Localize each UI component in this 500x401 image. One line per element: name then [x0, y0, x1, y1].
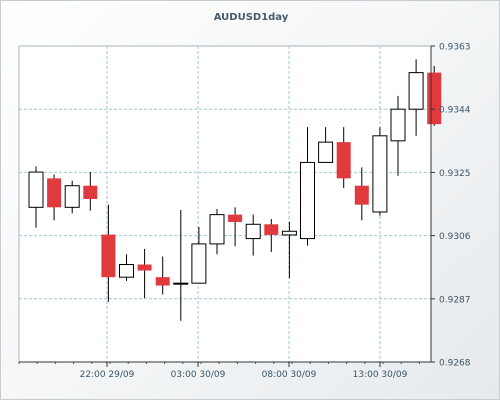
- candle: [101, 204, 116, 302]
- candle: [191, 226, 207, 284]
- candle-body-up: [28, 171, 44, 208]
- chart-title: AUDUSD1day: [213, 12, 289, 23]
- candle-body-down: [264, 224, 279, 235]
- candle: [83, 172, 98, 211]
- y-tick-label: 0.9306: [439, 232, 471, 242]
- candle: [137, 248, 152, 299]
- candle: [354, 167, 369, 221]
- plot-area: [18, 45, 432, 363]
- y-tick-label: 0.9363: [439, 43, 471, 53]
- candle: [119, 254, 134, 281]
- candle-body-up: [372, 135, 388, 213]
- y-axis: 0.9363 0.9344 0.9325 0.9306 0.9287 0.9268: [430, 43, 471, 369]
- candle-body-down: [137, 264, 152, 271]
- candle: [318, 127, 334, 163]
- candle-body-down: [101, 234, 116, 278]
- candle: [300, 127, 315, 246]
- x-tick-label: 08:00 30/09: [262, 370, 317, 380]
- candle: [264, 218, 279, 252]
- x-tick-label: 13:00 30/09: [353, 370, 408, 380]
- candle-body-down: [83, 185, 98, 200]
- candle-body-down: [228, 214, 243, 222]
- candle-body-up: [390, 108, 406, 142]
- candle-body-up: [119, 264, 134, 278]
- x-tick-label: 22:00 29/09: [80, 370, 135, 380]
- candle-body-down: [155, 277, 170, 286]
- candle-body-down: [354, 185, 369, 205]
- candle-body-up: [245, 223, 261, 240]
- candle: [336, 127, 351, 189]
- candle: [47, 174, 62, 221]
- candle-body-down: [336, 142, 351, 179]
- candle: [155, 256, 170, 295]
- candle: [427, 65, 442, 126]
- y-tick-label: 0.9287: [439, 295, 471, 305]
- y-tick-label: 0.9325: [439, 169, 471, 179]
- candle: [372, 127, 388, 216]
- candle: [64, 180, 80, 214]
- candle: [228, 207, 243, 247]
- candle-body-up: [300, 161, 315, 240]
- candle: [245, 214, 261, 256]
- y-tick-label: 0.9268: [439, 359, 471, 369]
- candle-body-up: [191, 243, 207, 284]
- candle-body-down: [427, 72, 442, 125]
- candle: [209, 208, 225, 255]
- candle: [281, 221, 297, 279]
- candle: [390, 95, 406, 176]
- candle: [408, 59, 424, 136]
- candle-body-up: [173, 282, 189, 285]
- candle-body-up: [209, 214, 225, 245]
- x-axis: 22:00 29/09 03:00 30/09 08:00 30/09 13:00 3…: [18, 361, 431, 380]
- candle: [28, 166, 44, 228]
- candle-body-up: [64, 185, 80, 208]
- candle-body-down: [47, 178, 62, 208]
- candle-body-up: [318, 141, 334, 163]
- candle: [173, 209, 189, 321]
- y-tick-label: 0.9344: [439, 106, 471, 116]
- candle-body-up: [281, 230, 297, 236]
- x-tick-label: 03:00 30/09: [171, 370, 226, 380]
- candle-body-up: [408, 72, 424, 110]
